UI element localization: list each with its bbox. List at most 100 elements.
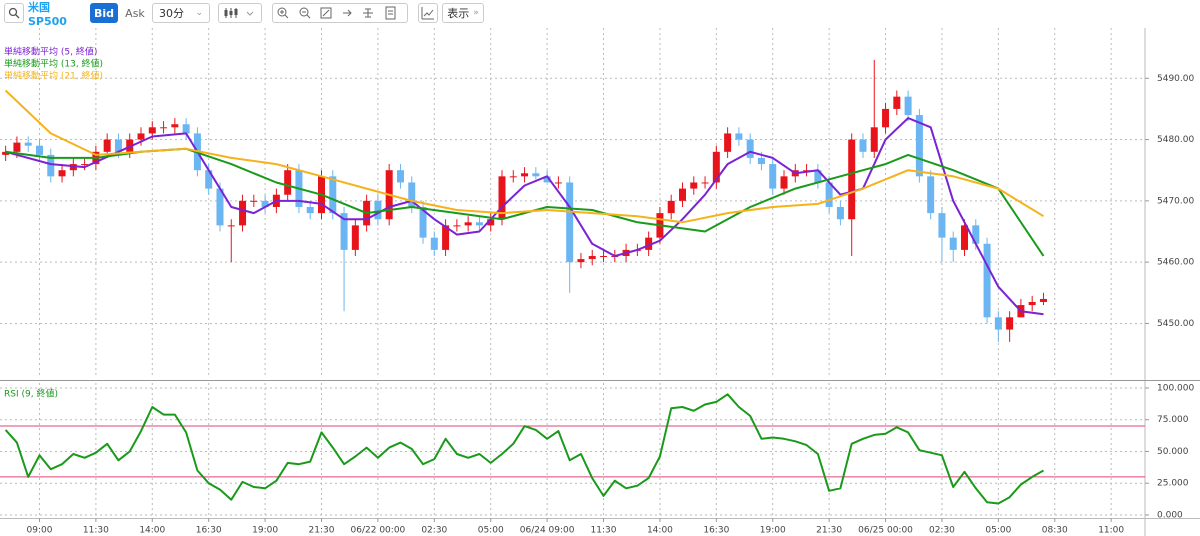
- candle-body: [667, 200, 675, 214]
- series-line: [4, 393, 1044, 505]
- candle-body: [949, 237, 957, 250]
- candle-body: [1028, 301, 1036, 306]
- candle-body: [227, 225, 235, 227]
- candle-body: [81, 164, 89, 166]
- candle-body: [780, 176, 788, 189]
- y-tick-label: 5450.00: [1157, 319, 1194, 329]
- candle-body: [532, 173, 540, 177]
- candle-body: [47, 154, 55, 177]
- candle-body: [983, 243, 991, 318]
- x-tick-label: 21:30: [816, 526, 842, 536]
- x-tick-label: 16:30: [196, 526, 222, 536]
- legend-entry: 単純移動平均 (21, 終値): [4, 70, 103, 82]
- x-tick-label: 06/24 09:00: [520, 526, 575, 536]
- candle-body: [171, 124, 179, 128]
- candle-body: [442, 225, 450, 250]
- display-label: 表示: [447, 7, 470, 20]
- candle-body: [216, 188, 224, 226]
- x-tick-label: 06/22 00:00: [351, 526, 406, 536]
- x-tick-label: 16:30: [703, 526, 729, 536]
- x-tick-label: 11:00: [1098, 526, 1124, 536]
- candle-body: [137, 133, 145, 140]
- candle-body: [1006, 317, 1014, 330]
- candle-body: [13, 142, 21, 152]
- x-tick-label: 05:00: [985, 526, 1011, 536]
- candle-body: [577, 259, 585, 263]
- candle-body: [340, 213, 348, 250]
- y-tick-label: 100.000: [1157, 383, 1194, 393]
- candle-body: [408, 182, 416, 207]
- candle-body: [24, 142, 32, 146]
- chart-type-select[interactable]: [218, 3, 262, 23]
- candle-body: [712, 151, 720, 183]
- candle-body: [35, 145, 43, 155]
- candle-body: [825, 182, 833, 207]
- x-tick-label: 08:30: [1042, 526, 1068, 536]
- candle-body: [757, 157, 765, 165]
- interval-select[interactable]: 30分 ⌄: [152, 3, 210, 23]
- candle-body: [769, 164, 777, 189]
- candle-body: [588, 256, 596, 260]
- search-button[interactable]: [4, 3, 24, 23]
- candle-body: [893, 96, 901, 109]
- candle-icon: [224, 8, 254, 18]
- y-tick-label: 5470.00: [1157, 196, 1194, 206]
- candle-body: [351, 225, 359, 250]
- candle-body: [859, 139, 867, 152]
- ask-button[interactable]: Ask: [125, 6, 145, 20]
- candle-body: [114, 139, 122, 152]
- candle-body: [915, 115, 923, 177]
- candle-body: [284, 170, 292, 195]
- candle-body: [239, 200, 247, 226]
- candle-body: [419, 206, 427, 238]
- y-tick-label: 50.000: [1157, 447, 1189, 457]
- candle-body: [69, 164, 77, 171]
- symbol[interactable]: 米国SP500: [28, 0, 67, 28]
- candle-body: [746, 139, 754, 158]
- indicator-icon: [421, 7, 434, 20]
- caret: ⌄: [195, 8, 203, 18]
- candle-body: [148, 127, 156, 134]
- candle-body: [2, 151, 10, 155]
- candle-body: [927, 176, 935, 214]
- display-button[interactable]: 表示»: [442, 3, 484, 23]
- candle-body: [430, 237, 438, 250]
- candle-body: [329, 176, 337, 214]
- candle-body: [724, 133, 732, 152]
- candle-body: [160, 127, 168, 129]
- candle-body: [261, 200, 269, 207]
- x-tick-label: 19:00: [760, 526, 786, 536]
- y-tick-label: 5460.00: [1157, 258, 1194, 268]
- candle-body: [58, 170, 66, 177]
- candle-body: [803, 170, 811, 172]
- candle-body: [509, 176, 517, 178]
- candle-body: [701, 182, 709, 184]
- candle-body: [1039, 298, 1047, 302]
- candle-body: [870, 127, 878, 152]
- bid-button[interactable]: Bid: [90, 3, 118, 23]
- y-tick-label: 5480.00: [1157, 135, 1194, 145]
- x-tick-label: 02:30: [421, 526, 447, 536]
- candle-body: [735, 133, 743, 140]
- candle-body: [103, 139, 111, 152]
- y-tick-label: 75.000: [1157, 415, 1189, 425]
- search-icon: [8, 7, 20, 19]
- y-tick-label: 0.000: [1157, 510, 1183, 520]
- candle-body: [487, 219, 495, 226]
- candle-body: [836, 206, 844, 220]
- legend-entry: 単純移動平均 (13, 終値): [4, 58, 103, 70]
- chart: 5450.00 5460.00 5470.00 5480.00 5490.00 単純移動平…: [0, 28, 1200, 536]
- candle-body: [464, 222, 472, 226]
- legend-entry: 単純移動平均 (5, 終値): [4, 46, 97, 58]
- add-indicator-button[interactable]: [418, 3, 438, 23]
- y-tick-label: 25.000: [1157, 479, 1189, 489]
- tool-icons: [277, 6, 396, 20]
- x-tick-label: 05:00: [478, 526, 504, 536]
- candle-body: [498, 176, 506, 220]
- candle-body: [543, 176, 551, 183]
- candle-body: [475, 222, 483, 226]
- x-tick-label: 09:00: [27, 526, 53, 536]
- candle-body: [554, 182, 562, 184]
- x-tick-label: 06/25 00:00: [858, 526, 913, 536]
